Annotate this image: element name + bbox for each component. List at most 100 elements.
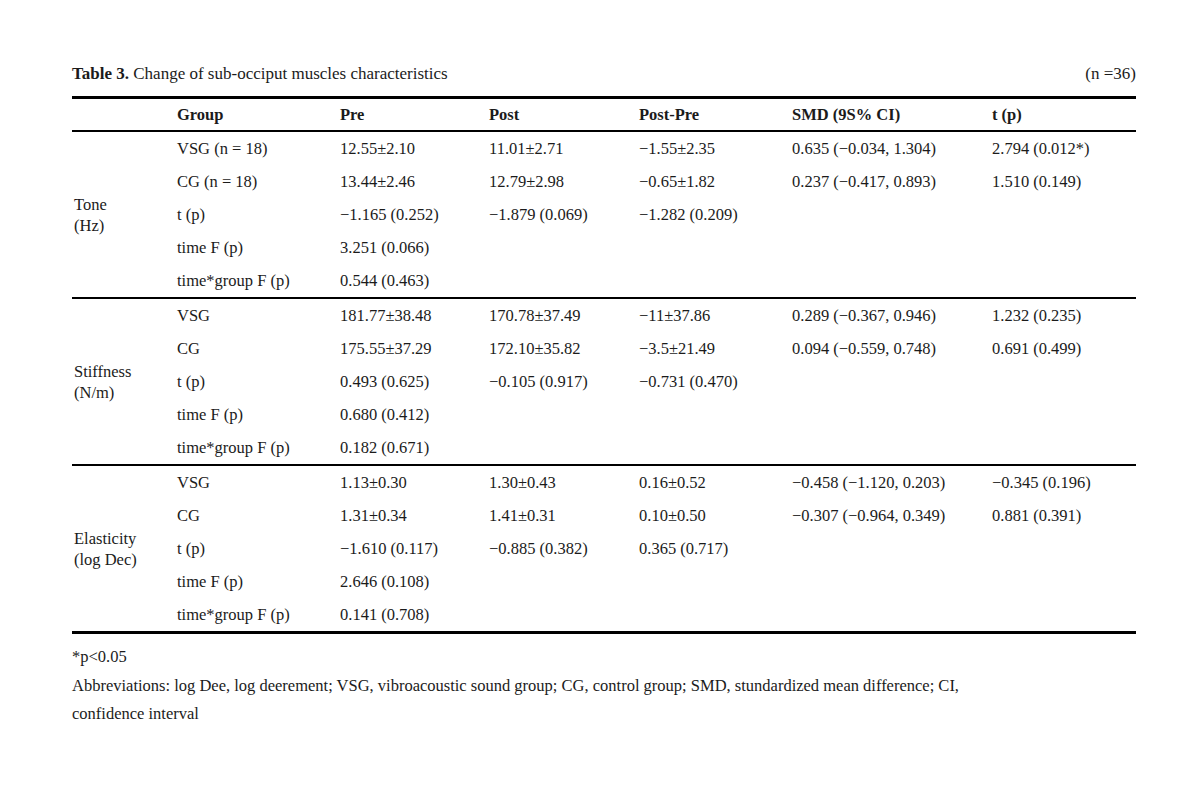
table-cell	[637, 565, 790, 598]
table-cell: −3.5±21.49	[637, 332, 790, 365]
table-cell	[790, 264, 990, 298]
table-cell: 0.10±0.50	[637, 499, 790, 532]
table-cell	[990, 398, 1136, 431]
section-label-line: Tone	[74, 194, 171, 215]
table-cell: 1.13±0.30	[338, 465, 487, 499]
table-row: time F (p)0.680 (0.412)	[72, 398, 1136, 431]
column-header-section	[72, 98, 175, 132]
table-cell	[790, 198, 990, 231]
table-cell	[990, 431, 1136, 465]
table-row: t (p)0.493 (0.625)−0.105 (0.917)−0.731 (…	[72, 365, 1136, 398]
table-cell: 2.646 (0.108)	[338, 565, 487, 598]
table-header: GroupPrePostPost-PreSMD (9S% CI)t (p)	[72, 98, 1136, 132]
table-cell: time*group F (p)	[175, 598, 338, 633]
table-cell: t (p)	[175, 198, 338, 231]
table-cell: 0.691 (0.499)	[990, 332, 1136, 365]
table-cell	[990, 198, 1136, 231]
table-footnotes: *p<0.05 Abbreviations: log Dee, log deer…	[72, 643, 1136, 729]
section-label-line: (log Dec)	[74, 549, 171, 570]
table-cell: CG (n = 18)	[175, 165, 338, 198]
table-cell: −0.307 (−0.964, 0.349)	[790, 499, 990, 532]
column-header-pre: Pre	[338, 98, 487, 132]
table-cell: 0.544 (0.463)	[338, 264, 487, 298]
table-cell	[790, 398, 990, 431]
table-cell	[790, 231, 990, 264]
table-cell: time*group F (p)	[175, 431, 338, 465]
column-header-smd-9s-ci: SMD (9S% CI)	[790, 98, 990, 132]
table-section-stiffness: Stiffness(N/m)VSG181.77±38.48170.78±37.4…	[72, 298, 1136, 465]
table-cell	[487, 398, 637, 431]
table-cell: 0.182 (0.671)	[338, 431, 487, 465]
column-header-group: Group	[175, 98, 338, 132]
column-header-post-pre: Post-Pre	[637, 98, 790, 132]
table-cell: 1.232 (0.235)	[990, 298, 1136, 332]
table-cell: 0.635 (−0.034, 1.304)	[790, 131, 990, 165]
table-cell	[790, 532, 990, 565]
table-cell: 1.30±0.43	[487, 465, 637, 499]
table-cell	[637, 398, 790, 431]
table-cell: 0.365 (0.717)	[637, 532, 790, 565]
table-cell: 0.141 (0.708)	[338, 598, 487, 633]
table-cell: 0.493 (0.625)	[338, 365, 487, 398]
column-header-t-p: t (p)	[990, 98, 1136, 132]
table-row: CG (n = 18)13.44±2.4612.79±2.98−0.65±1.8…	[72, 165, 1136, 198]
section-label-line: (N/m)	[74, 382, 171, 403]
table-cell: 0.680 (0.412)	[338, 398, 487, 431]
table-caption: Change of sub-occiput muscles characteri…	[129, 64, 448, 83]
table-cell: time F (p)	[175, 398, 338, 431]
table-cell	[487, 264, 637, 298]
table-cell: 0.237 (−0.417, 0.893)	[790, 165, 990, 198]
table-cell: time*group F (p)	[175, 264, 338, 298]
table-cell: −1.165 (0.252)	[338, 198, 487, 231]
table-cell: time F (p)	[175, 231, 338, 264]
table-cell: 1.41±0.31	[487, 499, 637, 532]
table-row: time*group F (p)0.544 (0.463)	[72, 264, 1136, 298]
table-row: CG1.31±0.341.41±0.310.10±0.50−0.307 (−0.…	[72, 499, 1136, 532]
sample-size: (n =36)	[1085, 62, 1136, 86]
table-cell: 3.251 (0.066)	[338, 231, 487, 264]
table-cell	[487, 431, 637, 465]
table-row: time*group F (p)0.182 (0.671)	[72, 431, 1136, 465]
table-section-tone: Tone(Hz)VSG (n = 18)12.55±2.1011.01±2.71…	[72, 131, 1136, 298]
table-cell: 175.55±37.29	[338, 332, 487, 365]
table-cell	[790, 598, 990, 633]
table-row: CG175.55±37.29172.10±35.82−3.5±21.490.09…	[72, 332, 1136, 365]
table-section-elasticity: Elasticity(log Dec)VSG1.13±0.301.30±0.43…	[72, 465, 1136, 633]
table-cell: 170.78±37.49	[487, 298, 637, 332]
table-titlebar: Table 3. Change of sub-occiput muscles c…	[72, 62, 1136, 86]
significance-footnote: *p<0.05	[72, 643, 1136, 672]
table-cell: t (p)	[175, 365, 338, 398]
table-cell	[790, 365, 990, 398]
table-cell: −1.879 (0.069)	[487, 198, 637, 231]
table-cell: 2.794 (0.012*)	[990, 131, 1136, 165]
table-cell: −0.885 (0.382)	[487, 532, 637, 565]
table-cell: −1.282 (0.209)	[637, 198, 790, 231]
table-cell: −0.65±1.82	[637, 165, 790, 198]
abbreviations-footnote-line1: Abbreviations: log Dee, log deerement; V…	[72, 672, 1136, 701]
table-cell: VSG (n = 18)	[175, 131, 338, 165]
table-cell: −0.345 (0.196)	[990, 465, 1136, 499]
table-cell: 0.881 (0.391)	[990, 499, 1136, 532]
table-row: Elasticity(log Dec)VSG1.13±0.301.30±0.43…	[72, 465, 1136, 499]
table-cell	[790, 431, 990, 465]
table-cell: 13.44±2.46	[338, 165, 487, 198]
table-cell	[790, 565, 990, 598]
table-row: Stiffness(N/m)VSG181.77±38.48170.78±37.4…	[72, 298, 1136, 332]
table-cell: −0.458 (−1.120, 0.203)	[790, 465, 990, 499]
table-cell: 0.289 (−0.367, 0.946)	[790, 298, 990, 332]
section-label-elasticity: Elasticity(log Dec)	[72, 465, 175, 633]
abbreviations-footnote-line2: confidence interval	[72, 700, 1136, 729]
table-cell: t (p)	[175, 532, 338, 565]
table-cell: time F (p)	[175, 565, 338, 598]
table-cell	[990, 231, 1136, 264]
section-label-stiffness: Stiffness(N/m)	[72, 298, 175, 465]
table-row: Tone(Hz)VSG (n = 18)12.55±2.1011.01±2.71…	[72, 131, 1136, 165]
table-title: Table 3. Change of sub-occiput muscles c…	[72, 62, 448, 86]
table-cell: 172.10±35.82	[487, 332, 637, 365]
table-cell: −1.610 (0.117)	[338, 532, 487, 565]
table-cell: −0.731 (0.470)	[637, 365, 790, 398]
table-cell: 0.16±0.52	[637, 465, 790, 499]
table-cell	[637, 264, 790, 298]
data-table: GroupPrePostPost-PreSMD (9S% CI)t (p) To…	[72, 96, 1136, 634]
column-header-post: Post	[487, 98, 637, 132]
